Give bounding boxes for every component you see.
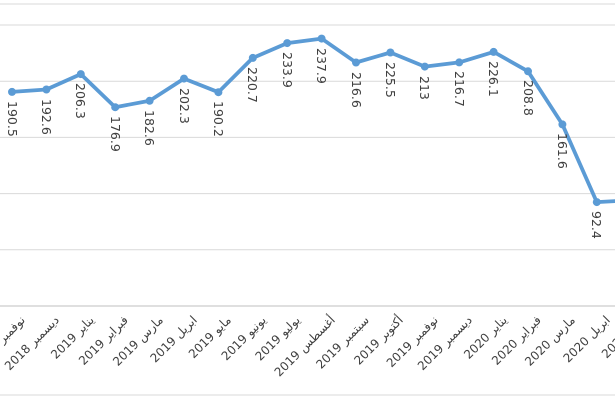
data-point-marker [592, 198, 601, 207]
data-point-marker [248, 53, 257, 62]
data-point-marker [489, 47, 498, 56]
data-point-marker [558, 120, 567, 129]
series-line [10, 36, 615, 204]
data-point-marker [145, 96, 154, 105]
data-point-marker [524, 67, 532, 76]
data-point-marker [180, 74, 188, 83]
data-point-marker [42, 85, 51, 94]
data-point-marker [111, 103, 120, 112]
data-point-marker [76, 70, 85, 79]
data-point-marker [352, 58, 360, 67]
data-point-marker [283, 39, 292, 48]
data-point-marker [214, 88, 223, 97]
data-point-marker [455, 58, 464, 67]
data-point-marker [386, 48, 395, 57]
data-point-marker [8, 87, 16, 96]
data-point-marker [317, 34, 326, 43]
data-point-marker [420, 62, 429, 71]
